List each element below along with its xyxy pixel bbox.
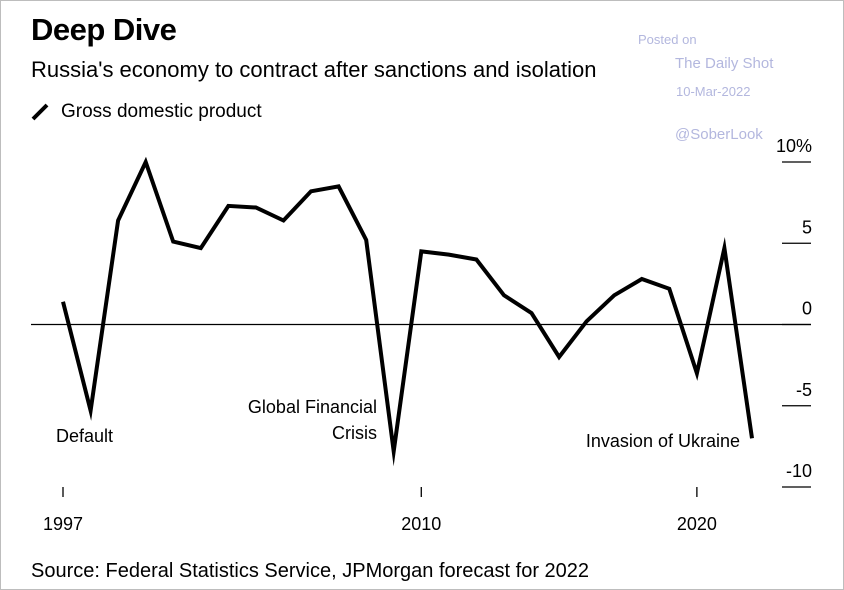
annotation-default: Default <box>56 426 113 446</box>
y-tick-label: 0 <box>802 299 812 319</box>
annotation-invasion: Invasion of Ukraine <box>586 431 740 451</box>
watermark-posted-on: Posted on <box>638 32 697 47</box>
gdp-series-line <box>61 156 754 467</box>
legend-swatch-line-icon <box>31 103 49 121</box>
legend-label: Gross domestic product <box>61 101 262 122</box>
watermark-daily-shot: The Daily Shot <box>675 55 774 72</box>
y-tick-label: 10% <box>776 136 812 156</box>
x-tick-label: 2020 <box>677 514 717 534</box>
legend: Gross domestic product <box>31 101 262 123</box>
source-note: Source: Federal Statistics Service, JPMo… <box>31 560 590 582</box>
chart-headline: Deep Dive <box>31 12 177 47</box>
x-tick-label: 2010 <box>401 514 441 534</box>
x-tick-label: 1997 <box>43 514 83 534</box>
y-tick-label: -10 <box>786 461 812 481</box>
y-tick-label: -5 <box>796 380 812 400</box>
annotation-gfc-line1: Global Financial <box>248 397 377 417</box>
watermark-date: 10-Mar-2022 <box>676 84 751 99</box>
chart-subtitle: Russia's economy to contract after sanct… <box>31 57 597 82</box>
watermark-handle: @SoberLook <box>675 126 763 143</box>
annotation-gfc-line2: Crisis <box>332 423 377 443</box>
y-tick-label: 5 <box>802 217 812 237</box>
